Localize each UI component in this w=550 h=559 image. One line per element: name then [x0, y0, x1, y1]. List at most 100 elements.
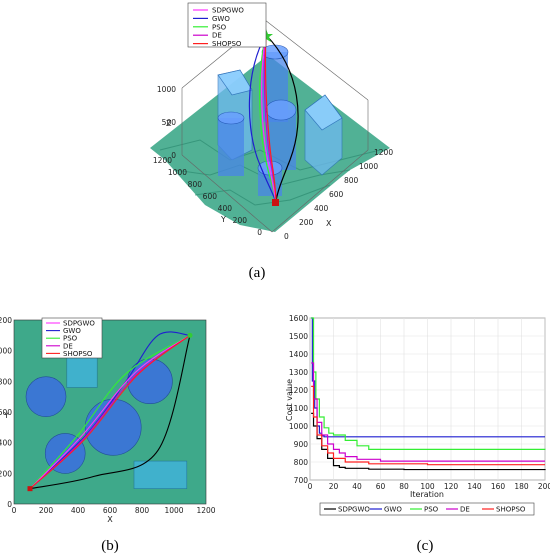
map-circle-obstacle [25, 376, 67, 417]
conv-x-tick-label: 200 [538, 482, 550, 491]
map-y-tick-label: 0 [7, 500, 12, 509]
panel-label-c: (c) [417, 538, 434, 554]
y-axis-label-3d: Y [220, 215, 226, 224]
conv-x-tick-label: 120 [444, 482, 459, 491]
legend-entry: GWO [212, 15, 230, 23]
y-tick-label: 600 [203, 192, 218, 201]
x-tick-label: 0 [284, 232, 289, 241]
start-marker-3d [272, 199, 279, 206]
conv-x-tick-label: 140 [467, 482, 482, 491]
legend-entry: SDPGWO [212, 7, 244, 15]
map-path-black [29, 335, 191, 490]
conv-x-tick-label: 80 [399, 482, 409, 491]
conv-y-tick-label: 1300 [289, 368, 308, 377]
y-tick-label: 800 [188, 180, 203, 189]
map-x-tick-label: 400 [71, 506, 86, 515]
conv-y-tick-label: 1500 [289, 332, 308, 341]
map-x-tick-label: 0 [12, 506, 17, 515]
legend-entry: SHOPSO [496, 506, 526, 514]
y-tick-label: 1000 [168, 168, 187, 177]
map-y-tick-label: 1200 [0, 316, 12, 325]
conv-series-lines [311, 317, 546, 471]
y-tick-label: 400 [218, 204, 233, 213]
path3d-sdpgwo [261, 34, 277, 204]
panel-b-path-map: 0 200 400 600 800 1000 1200 0 200 400 600 800 1000 12… [0, 316, 216, 554]
map-y-tick-label: 600 [0, 408, 12, 417]
x-tick-label: 1200 [374, 148, 393, 157]
conv-y-tick-label: 1200 [289, 386, 308, 395]
legend-entry: DE [212, 32, 222, 40]
path3d-black [265, 34, 299, 204]
y-tick-label: 0 [257, 228, 262, 237]
conv-x-tick-label: 180 [514, 482, 529, 491]
panel-c-convergence-chart: 0 20 40 60 80 100 120 140 160 180 200 700 800 900 1000… [285, 314, 550, 554]
map-y-tick-label: 200 [0, 469, 12, 478]
paths-3d [248, 34, 299, 204]
conv-y-tick-label: 1400 [289, 350, 308, 359]
obstacle-box-right [304, 94, 343, 176]
x-tick-label: 600 [329, 190, 344, 199]
x-axis-label-3d: X [326, 219, 332, 228]
conv-series-pso [311, 317, 546, 450]
map-paths [27, 331, 193, 492]
map-circle-obstacle [127, 358, 173, 405]
axis-frame-3d [181, 19, 369, 233]
legend-entry: PSO [63, 335, 78, 343]
z-tick-label: 1000 [157, 85, 176, 94]
x-tick-label: 1000 [359, 162, 378, 171]
map-x-tick-label: 800 [135, 506, 150, 515]
x-tick-label: 200 [299, 218, 314, 227]
legend-entry: GWO [384, 506, 402, 514]
x-tick-label: 400 [314, 204, 329, 213]
conv-x-tick-label: 40 [352, 482, 362, 491]
conv-axis-ticks: 0 20 40 60 80 100 120 140 160 180 200 700 800 900 1000… [289, 314, 550, 491]
conv-series-shopso [311, 385, 545, 466]
conv-y-tick-label: 900 [294, 440, 309, 449]
conv-y-tick-label: 1100 [289, 404, 308, 413]
map-x-tick-label: 200 [39, 506, 54, 515]
map-x-tick-label: 1200 [196, 506, 215, 515]
conv-y-tick-label: 700 [294, 476, 309, 485]
map-rect-obstacle [133, 460, 188, 489]
conv-y-tick-label: 800 [294, 458, 309, 467]
panel-label-a: (a) [249, 265, 266, 281]
legend-entry: SDPGWO [338, 506, 370, 514]
map-goal-marker [187, 332, 193, 338]
z-tick-label: 500 [162, 118, 177, 127]
obstacle-cylinder-left [217, 111, 245, 176]
map-x-tick-label: 1000 [164, 506, 183, 515]
legend-entry: SDPGWO [63, 320, 95, 328]
conv-x-axis-label: Iteration [410, 490, 444, 499]
x-tick-label: 800 [344, 176, 359, 185]
conv-y-axis-label: Cost value [285, 379, 294, 421]
map-path-shopso [29, 334, 191, 490]
conv-x-tick-label: 20 [329, 482, 339, 491]
map-x-tick-label: 600 [103, 506, 118, 515]
conv-series-de [311, 362, 545, 462]
map-y-tick-label: 400 [0, 439, 12, 448]
z-tick-label: 0 [171, 151, 176, 160]
conv-x-tick-label: 160 [491, 482, 506, 491]
legend-entry: DE [460, 506, 470, 514]
map-y-tick-label: 1000 [0, 347, 12, 356]
map-path-pso [29, 334, 191, 490]
legend-entry: SHOPSO [212, 40, 242, 48]
path3d-gwo [248, 34, 277, 204]
conv-x-tick-label: 0 [308, 482, 313, 491]
conv-legend: SDPGWO GWO PSO DE SHOPSO [319, 502, 535, 516]
map-x-axis-label: X [107, 515, 113, 524]
legend-entry: SHOPSO [63, 350, 93, 358]
map-y-tick-label: 800 [0, 377, 12, 386]
conv-y-tick-label: 1000 [289, 422, 308, 431]
map-path-sdpgwo [29, 334, 191, 490]
legend-entry: GWO [63, 327, 81, 335]
map-y-axis-label: Y [3, 411, 9, 420]
panel-label-b: (b) [101, 538, 119, 554]
conv-y-tick-label: 1600 [289, 314, 308, 323]
conv-x-tick-label: 100 [420, 482, 435, 491]
